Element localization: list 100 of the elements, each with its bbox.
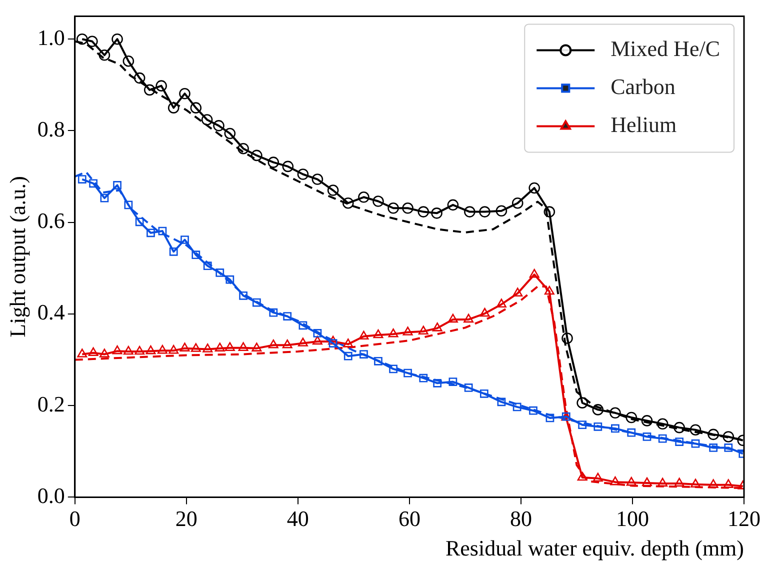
point bbox=[402, 202, 414, 214]
point bbox=[611, 424, 620, 433]
point bbox=[610, 476, 620, 486]
point bbox=[312, 174, 324, 185]
point bbox=[358, 330, 369, 340]
y-tick-label: 1.0 bbox=[37, 24, 65, 50]
point bbox=[269, 308, 278, 317]
y-tick-label: 0.2 bbox=[37, 391, 65, 416]
point bbox=[201, 114, 213, 126]
point bbox=[157, 344, 168, 354]
point bbox=[373, 329, 384, 338]
point bbox=[77, 348, 88, 358]
x-tick-label: 20 bbox=[175, 506, 198, 532]
point bbox=[675, 438, 684, 446]
point bbox=[658, 434, 667, 443]
point bbox=[268, 156, 280, 168]
point bbox=[691, 439, 700, 448]
point bbox=[313, 329, 322, 338]
point bbox=[99, 348, 110, 358]
point bbox=[144, 84, 156, 96]
point bbox=[512, 288, 523, 296]
y-tick-label: 0.4 bbox=[37, 300, 65, 325]
legend-label: Mixed He/C bbox=[610, 36, 720, 61]
point bbox=[358, 192, 370, 203]
point bbox=[123, 346, 134, 355]
point bbox=[134, 72, 146, 84]
point bbox=[251, 150, 262, 162]
y-axis-title: Light output (a.u.) bbox=[4, 176, 30, 338]
point bbox=[656, 418, 668, 430]
point bbox=[112, 33, 123, 45]
point bbox=[389, 364, 398, 374]
point bbox=[89, 179, 98, 188]
point bbox=[512, 197, 524, 209]
point bbox=[447, 199, 459, 211]
point bbox=[480, 389, 488, 398]
point bbox=[76, 33, 88, 45]
point bbox=[388, 328, 398, 338]
point bbox=[100, 194, 109, 202]
point bbox=[724, 444, 733, 452]
point bbox=[112, 345, 122, 354]
x-tick-label: 60 bbox=[398, 506, 420, 532]
y-tick-label: 0.0 bbox=[37, 482, 65, 508]
point bbox=[642, 477, 652, 486]
point bbox=[433, 378, 442, 388]
point bbox=[224, 128, 236, 140]
point bbox=[431, 208, 442, 219]
point bbox=[627, 428, 636, 437]
point bbox=[224, 342, 235, 352]
point bbox=[360, 350, 368, 358]
point bbox=[497, 398, 506, 406]
point bbox=[404, 368, 412, 378]
point bbox=[626, 476, 636, 486]
point bbox=[202, 344, 213, 352]
point bbox=[327, 184, 339, 196]
point bbox=[723, 479, 734, 488]
point bbox=[464, 314, 474, 323]
point bbox=[342, 197, 354, 209]
point bbox=[546, 414, 554, 422]
point bbox=[464, 384, 473, 392]
point bbox=[626, 412, 638, 424]
point bbox=[709, 444, 718, 452]
y-tick-label: 0.8 bbox=[37, 116, 65, 142]
point bbox=[98, 49, 110, 61]
point bbox=[578, 420, 586, 430]
point bbox=[158, 226, 167, 236]
point bbox=[544, 286, 554, 295]
point bbox=[480, 308, 490, 317]
point bbox=[674, 422, 685, 434]
point bbox=[169, 247, 178, 256]
legend-label: Helium bbox=[610, 112, 677, 137]
point bbox=[544, 206, 556, 218]
point bbox=[282, 339, 292, 348]
point bbox=[418, 326, 428, 335]
point bbox=[298, 321, 308, 330]
point bbox=[343, 338, 354, 348]
point bbox=[722, 431, 734, 442]
point bbox=[113, 181, 122, 190]
point bbox=[156, 80, 167, 92]
point bbox=[238, 142, 249, 154]
point bbox=[168, 344, 179, 354]
point bbox=[464, 206, 476, 218]
point bbox=[88, 347, 98, 356]
point bbox=[122, 55, 134, 67]
point bbox=[179, 88, 190, 100]
point bbox=[214, 342, 225, 352]
point bbox=[124, 200, 133, 210]
point bbox=[252, 298, 261, 307]
point bbox=[192, 250, 200, 260]
x-tick-label: 100 bbox=[616, 506, 649, 532]
point bbox=[180, 236, 189, 244]
point bbox=[448, 314, 458, 323]
point bbox=[190, 102, 202, 114]
point bbox=[238, 342, 248, 352]
legend-label: Carbon bbox=[610, 74, 676, 99]
point bbox=[641, 415, 653, 426]
point bbox=[402, 326, 413, 336]
point bbox=[576, 397, 588, 408]
point bbox=[134, 346, 145, 355]
point bbox=[610, 407, 621, 419]
point bbox=[690, 478, 700, 488]
